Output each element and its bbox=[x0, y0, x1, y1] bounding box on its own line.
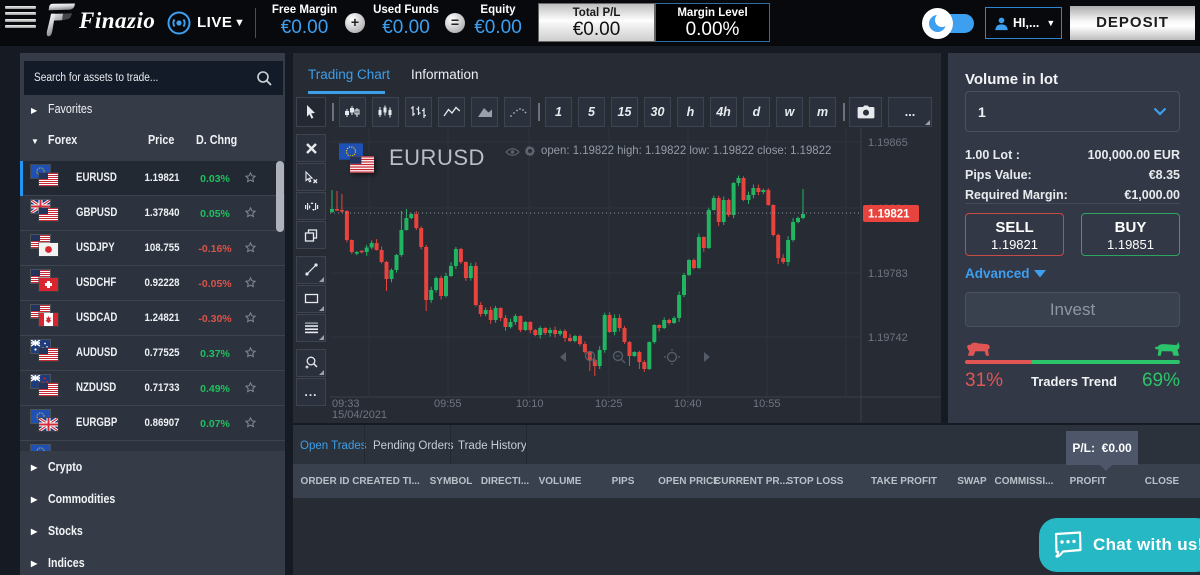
svg-text:10:40: 10:40 bbox=[674, 398, 702, 410]
svg-text:15/04/2021: 15/04/2021 bbox=[332, 409, 387, 421]
svg-text:09:33: 09:33 bbox=[332, 398, 360, 410]
svg-text:1.19821: 1.19821 bbox=[868, 209, 910, 221]
svg-text:10:10: 10:10 bbox=[516, 398, 544, 410]
svg-text:1.19742: 1.19742 bbox=[868, 332, 908, 344]
svg-text:09:55: 09:55 bbox=[434, 398, 462, 410]
svg-text:1.19865: 1.19865 bbox=[868, 137, 908, 149]
svg-text:10:25: 10:25 bbox=[595, 398, 623, 410]
svg-text:10:55: 10:55 bbox=[753, 398, 781, 410]
svg-text:1.19783: 1.19783 bbox=[868, 268, 908, 280]
